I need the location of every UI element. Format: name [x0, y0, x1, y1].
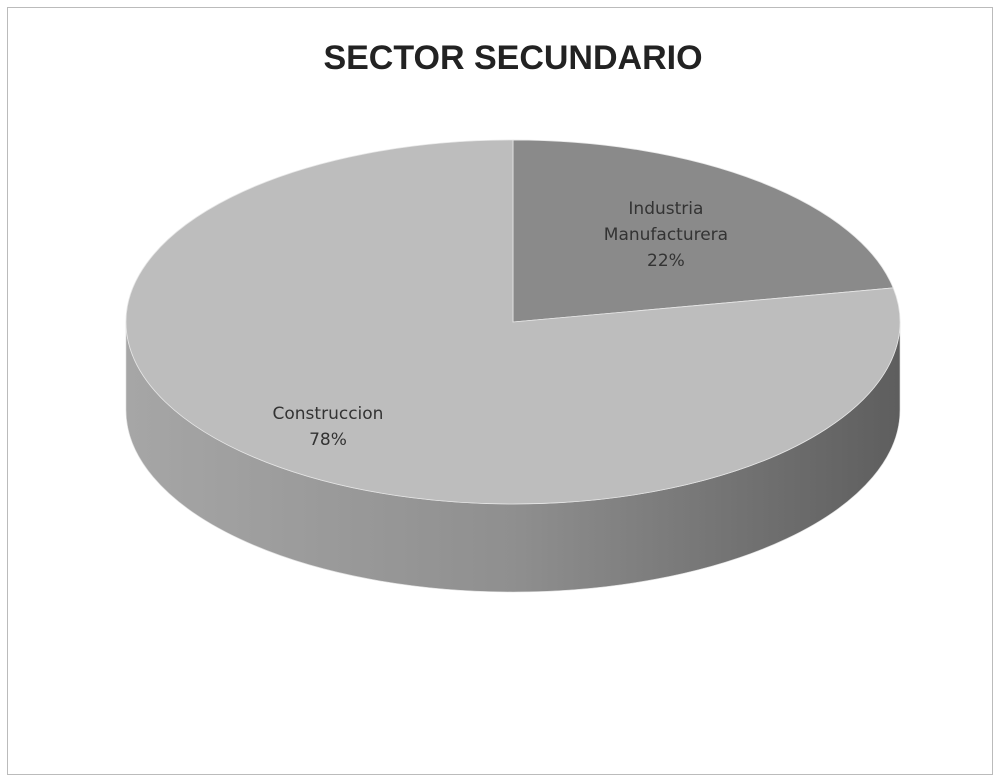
- pie-slice: [512, 139, 894, 323]
- chart-title: SECTOR SECUNDARIO: [323, 39, 702, 77]
- pie-slice: [125, 139, 901, 505]
- data-label: Industria Manufacturera 22%: [581, 196, 751, 274]
- category-label: Industria Manufacturera: [603, 199, 729, 246]
- value-label: 22%: [647, 251, 685, 272]
- category-label: Construccion: [272, 404, 384, 425]
- data-label: Construccion 78%: [243, 401, 413, 453]
- value-label: 78%: [309, 430, 347, 451]
